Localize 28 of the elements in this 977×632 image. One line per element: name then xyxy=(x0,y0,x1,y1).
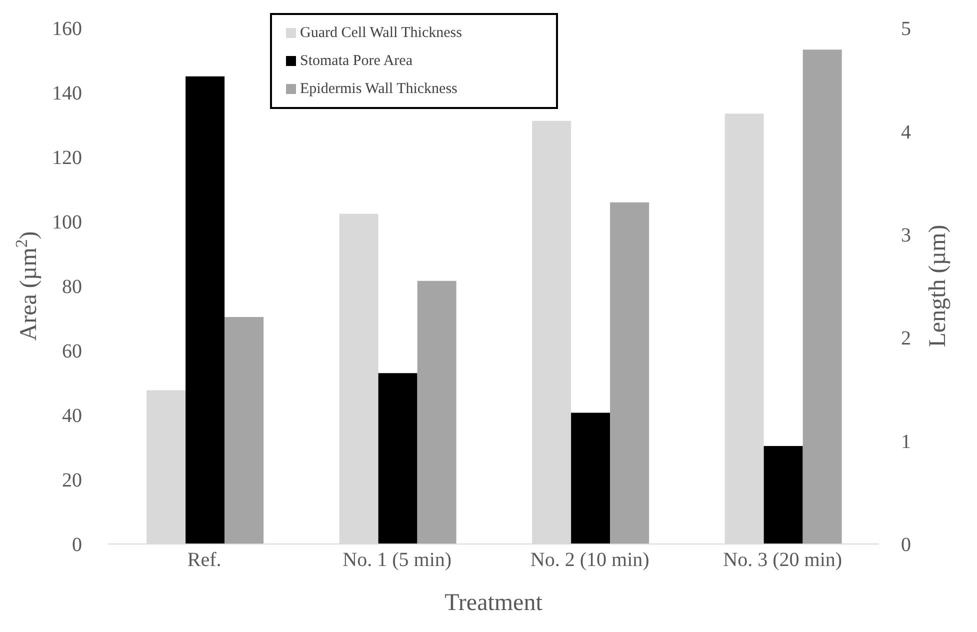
y-tick-label: 40 xyxy=(62,405,82,428)
y2-tick-label: 4 xyxy=(901,121,911,144)
y-tick-label: 20 xyxy=(62,470,82,492)
x-tick-label: No. 1 (5 min) xyxy=(342,549,452,572)
y-tick-label: 80 xyxy=(62,276,82,298)
x-axis-title: Treatment xyxy=(444,590,543,616)
y-tick-label: 60 xyxy=(62,340,82,363)
y2-tick-label: 2 xyxy=(901,328,911,350)
x-tick-label: No. 2 (10 min) xyxy=(530,549,650,572)
bar xyxy=(802,50,842,544)
bar xyxy=(186,76,225,544)
y-tick-label: 160 xyxy=(52,18,82,40)
y2-tick-label: 3 xyxy=(901,224,911,246)
y-tick-label: 100 xyxy=(52,212,82,234)
y-tick-label: 0 xyxy=(72,534,82,556)
bar xyxy=(610,202,650,544)
legend-label: Stomata Pore Area xyxy=(300,52,412,70)
y2-tick-label: 5 xyxy=(901,18,911,40)
y2-tick-label: 1 xyxy=(901,430,911,453)
legend-label: Guard Cell Wall Thickness xyxy=(300,24,462,42)
y-tick-label: 140 xyxy=(52,82,82,105)
y-tick-label: 120 xyxy=(52,147,82,170)
x-tick-label: Ref. xyxy=(187,549,222,572)
x-tick-label: No. 3 (20 min) xyxy=(723,549,842,572)
y2-tick-label: 0 xyxy=(901,534,911,556)
bar xyxy=(764,446,803,544)
legend-label: Epidermis Wall Thickness xyxy=(300,80,458,98)
y2-axis-title: Length (µm) xyxy=(925,224,951,348)
